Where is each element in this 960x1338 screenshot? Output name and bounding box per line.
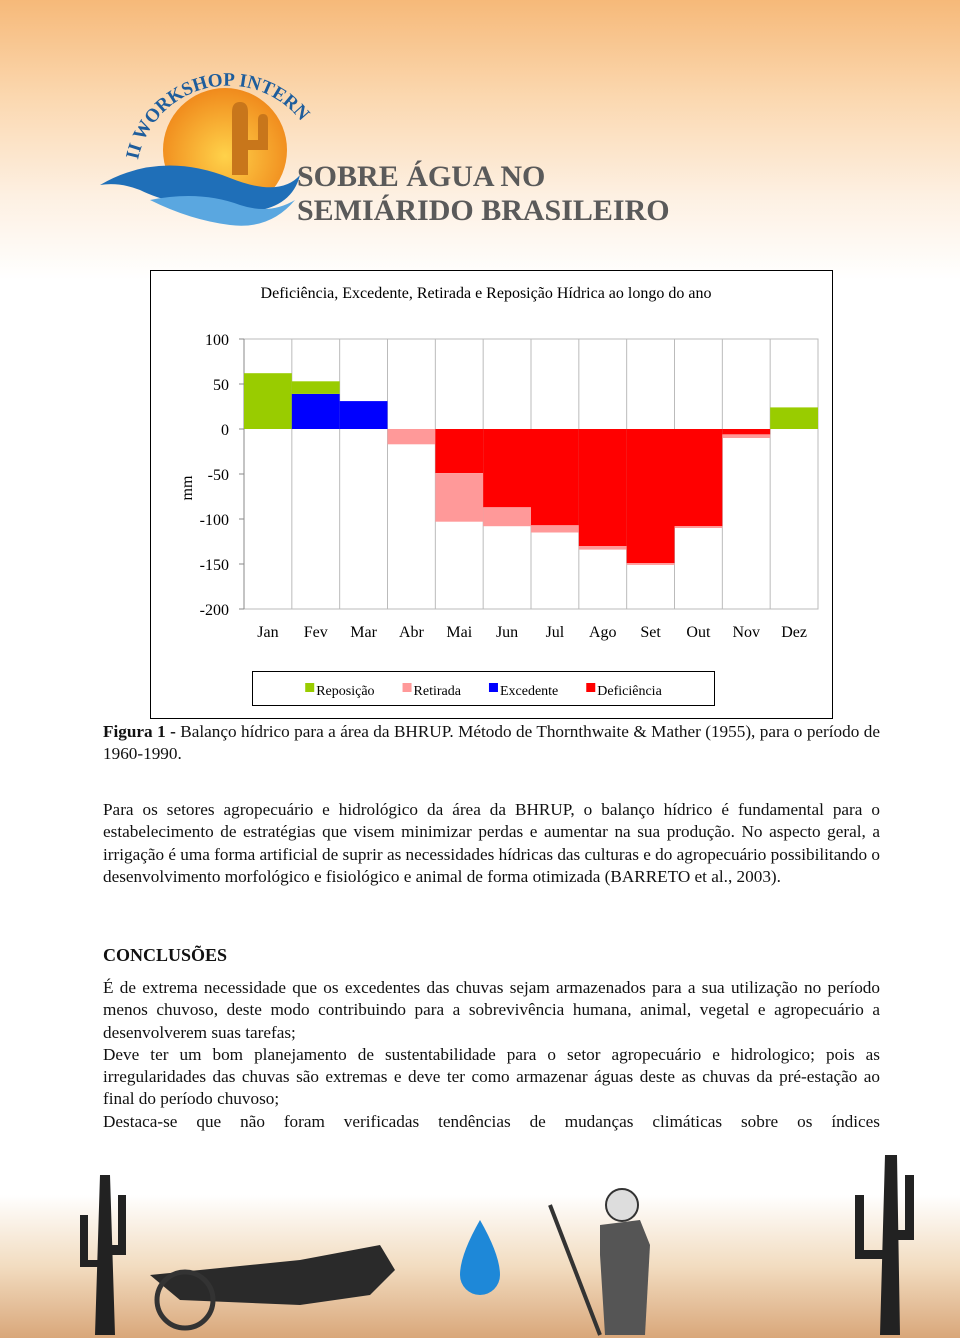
bar-segment bbox=[770, 407, 818, 429]
cactus bbox=[232, 102, 268, 175]
legend-swatch bbox=[488, 683, 498, 692]
x-tick-label: Dez bbox=[781, 624, 807, 641]
x-tick-label: Mai bbox=[446, 624, 472, 641]
paragraph: Destaca-se que não foram verificadas ten… bbox=[103, 1111, 880, 1131]
section-heading: CONCLUSÕES bbox=[103, 945, 228, 965]
x-tick-label: Nov bbox=[732, 624, 760, 641]
x-tick-label: Set bbox=[640, 624, 661, 641]
bar-segment bbox=[483, 429, 531, 508]
logo-title: SEMIÁRIDO BRASILEIRO bbox=[297, 194, 670, 227]
x-tick-label: Out bbox=[686, 624, 711, 641]
logo-title: SOBRE ÁGUA NO bbox=[297, 160, 545, 193]
bar-segment bbox=[387, 429, 436, 445]
bar-segment bbox=[435, 429, 484, 474]
header-background bbox=[0, 0, 960, 280]
bar-segment bbox=[339, 401, 388, 429]
logo: II WORKSHOP INTERNACIONAL SOBRE ÁGUA NO … bbox=[0, 0, 670, 227]
bar-segment bbox=[626, 429, 675, 564]
bar-segment bbox=[674, 526, 723, 528]
bar-segment bbox=[531, 429, 579, 526]
x-tick-label: Jan bbox=[257, 624, 278, 641]
y-tick-label: 0 bbox=[221, 422, 229, 439]
cart-wheel bbox=[154, 1269, 216, 1331]
bar-segment bbox=[626, 563, 675, 565]
bar-segment bbox=[244, 373, 292, 429]
farmer-head bbox=[605, 1188, 639, 1222]
y-tick-label: -150 bbox=[200, 557, 229, 574]
legend-swatch bbox=[586, 683, 596, 692]
x-tick-label: Fev bbox=[304, 624, 328, 641]
y-tick-label: -50 bbox=[208, 467, 229, 484]
farmer bbox=[600, 1220, 650, 1335]
cactus bbox=[80, 1175, 126, 1335]
legend-swatch bbox=[402, 683, 412, 692]
footer-illustration bbox=[0, 1155, 960, 1338]
caption-label: Figura 1 - bbox=[103, 722, 176, 741]
chart-title: Deficiência, Excedente, Retirada e Repos… bbox=[261, 285, 712, 302]
bar-segment bbox=[483, 507, 531, 527]
wave bbox=[150, 196, 295, 226]
y-tick-label: 50 bbox=[213, 377, 229, 394]
y-tick-label: 100 bbox=[205, 332, 229, 349]
body-text: Para os setores agropecuário e hidrológi… bbox=[103, 799, 880, 888]
paragraph: Deve ter um bom planejamento de sustenta… bbox=[103, 1044, 880, 1109]
water-drop bbox=[460, 1220, 500, 1295]
bar-segment bbox=[674, 429, 723, 527]
x-tick-label: Jul bbox=[546, 624, 565, 641]
bar-segment bbox=[531, 525, 579, 533]
bar-segment bbox=[291, 393, 340, 429]
bar-segment bbox=[291, 381, 340, 394]
x-tick-label: Ago bbox=[589, 624, 617, 641]
y-tick-label: -100 bbox=[200, 512, 229, 529]
x-tick-label: Jun bbox=[496, 624, 518, 641]
x-tick-label: Abr bbox=[399, 624, 425, 641]
conclusions: É de extrema necessidade que os excedent… bbox=[103, 977, 880, 1133]
paragraph: É de extrema necessidade que os excedent… bbox=[103, 978, 880, 1042]
bar-segment bbox=[722, 429, 771, 435]
y-axis-label: mm bbox=[179, 475, 196, 500]
bar-segment bbox=[578, 546, 627, 550]
legend-label: Deficiência bbox=[597, 684, 662, 699]
chart: Deficiência, Excedente, Retirada e Repos… bbox=[150, 270, 833, 719]
legend-swatch bbox=[305, 683, 315, 692]
paragraph: Para os setores agropecuário e hidrológi… bbox=[103, 800, 880, 886]
legend-label: Excedente bbox=[500, 684, 558, 699]
x-tick-label: Mar bbox=[350, 624, 377, 641]
caption-text: Balanço hídrico para a área da BHRUP. Mé… bbox=[103, 722, 880, 764]
legend-label: Reposição bbox=[316, 684, 374, 699]
legend-box bbox=[252, 671, 715, 706]
wave bbox=[100, 165, 300, 213]
bar-segment bbox=[578, 429, 627, 546]
y-tick-label: -200 bbox=[200, 602, 229, 619]
figure-caption: Figura 1 - Balanço hídrico para a área d… bbox=[103, 721, 880, 766]
legend-label: Retirada bbox=[414, 684, 462, 699]
cactus bbox=[855, 1155, 914, 1335]
hoe bbox=[548, 1204, 602, 1336]
bar-segment bbox=[722, 434, 771, 438]
bar-segment bbox=[435, 473, 484, 522]
